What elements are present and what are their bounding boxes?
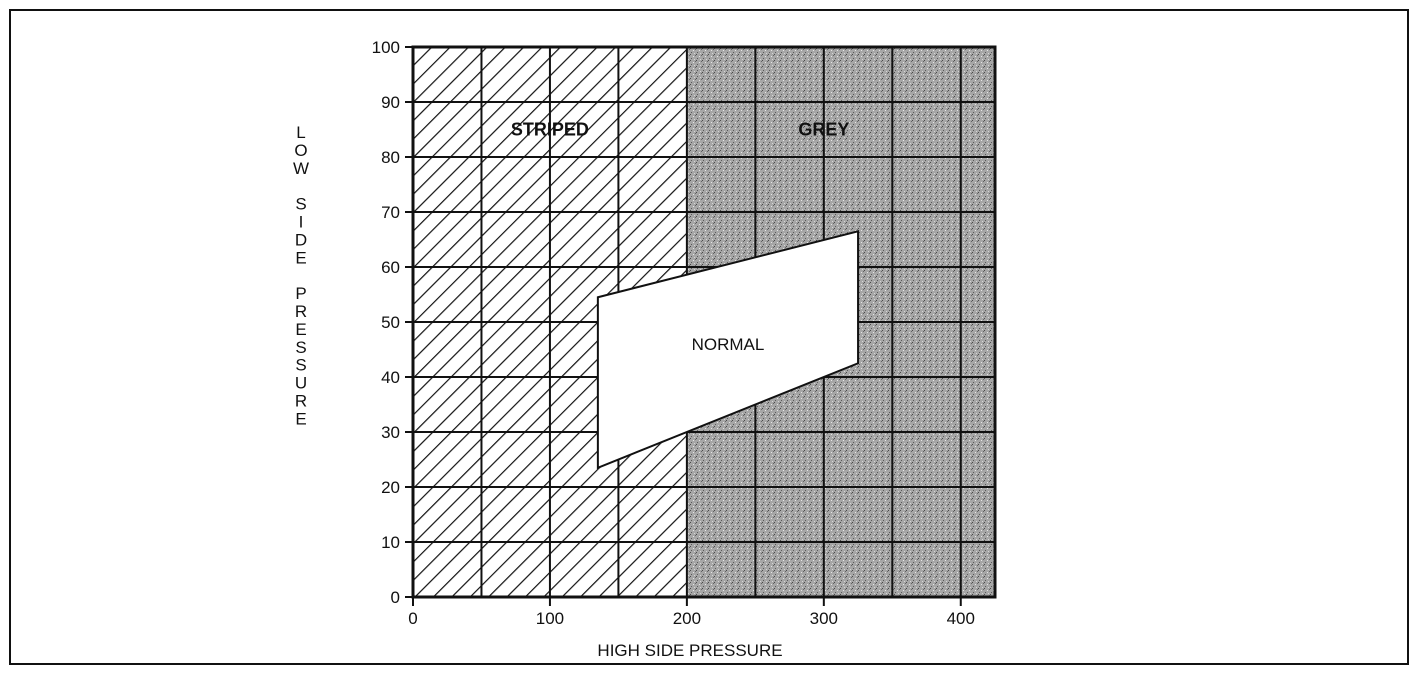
y-axis-label-letter: R xyxy=(295,392,307,411)
x-tick-label-100: 100 xyxy=(536,609,564,628)
y-tick-label-40: 40 xyxy=(381,368,400,387)
region-normal xyxy=(596,229,860,470)
y-axis-label-letter: E xyxy=(295,320,306,339)
y-axis-label-letter: U xyxy=(295,374,307,393)
y-tick-label-0: 0 xyxy=(391,588,400,607)
normal-layer xyxy=(596,229,860,470)
y-axis-label-letter: W xyxy=(293,159,309,178)
y-axis-label-letter: I xyxy=(299,213,304,232)
region-label-striped: STRIPED xyxy=(511,120,589,140)
region-label-normal: NORMAL xyxy=(692,335,765,354)
y-axis-label-letter: S xyxy=(295,356,306,375)
y-axis-label-letter: S xyxy=(295,338,306,357)
y-tick-label-30: 30 xyxy=(381,423,400,442)
x-tick-label-400: 400 xyxy=(947,609,975,628)
y-axis-label-letter: S xyxy=(295,195,306,214)
y-tick-label-60: 60 xyxy=(381,258,400,277)
y-tick-label-90: 90 xyxy=(381,93,400,112)
y-axis-label-letter: L xyxy=(296,123,305,142)
y-tick-label-10: 10 xyxy=(381,533,400,552)
labels-layer: 0 10 20 30 40 50 60 70 80 90 100 0 100 200 300 400 HIGH … xyxy=(293,38,975,660)
y-axis-label-letter: D xyxy=(295,230,307,249)
x-tick-label-200: 200 xyxy=(673,609,701,628)
y-tick-label-50: 50 xyxy=(381,313,400,332)
y-tick-label-20: 20 xyxy=(381,478,400,497)
figure-frame xyxy=(9,9,1409,665)
y-tick-label-100: 100 xyxy=(372,38,400,57)
x-tick-label-300: 300 xyxy=(810,609,838,628)
region-label-grey: GREY xyxy=(798,120,849,140)
y-axis-label-letter: O xyxy=(294,141,307,160)
y-axis-label-letter: E xyxy=(295,409,306,428)
axes-layer xyxy=(405,45,997,606)
x-axis-label: HIGH SIDE PRESSURE xyxy=(597,641,782,660)
y-axis-label-letter: E xyxy=(295,248,306,267)
x-tick-label-0: 0 xyxy=(408,609,417,628)
grid-layer xyxy=(413,47,995,597)
y-tick-label-80: 80 xyxy=(381,148,400,167)
y-axis-label-letter: R xyxy=(295,302,307,321)
y-axis-label-letter: P xyxy=(295,284,306,303)
y-tick-label-70: 70 xyxy=(381,203,400,222)
